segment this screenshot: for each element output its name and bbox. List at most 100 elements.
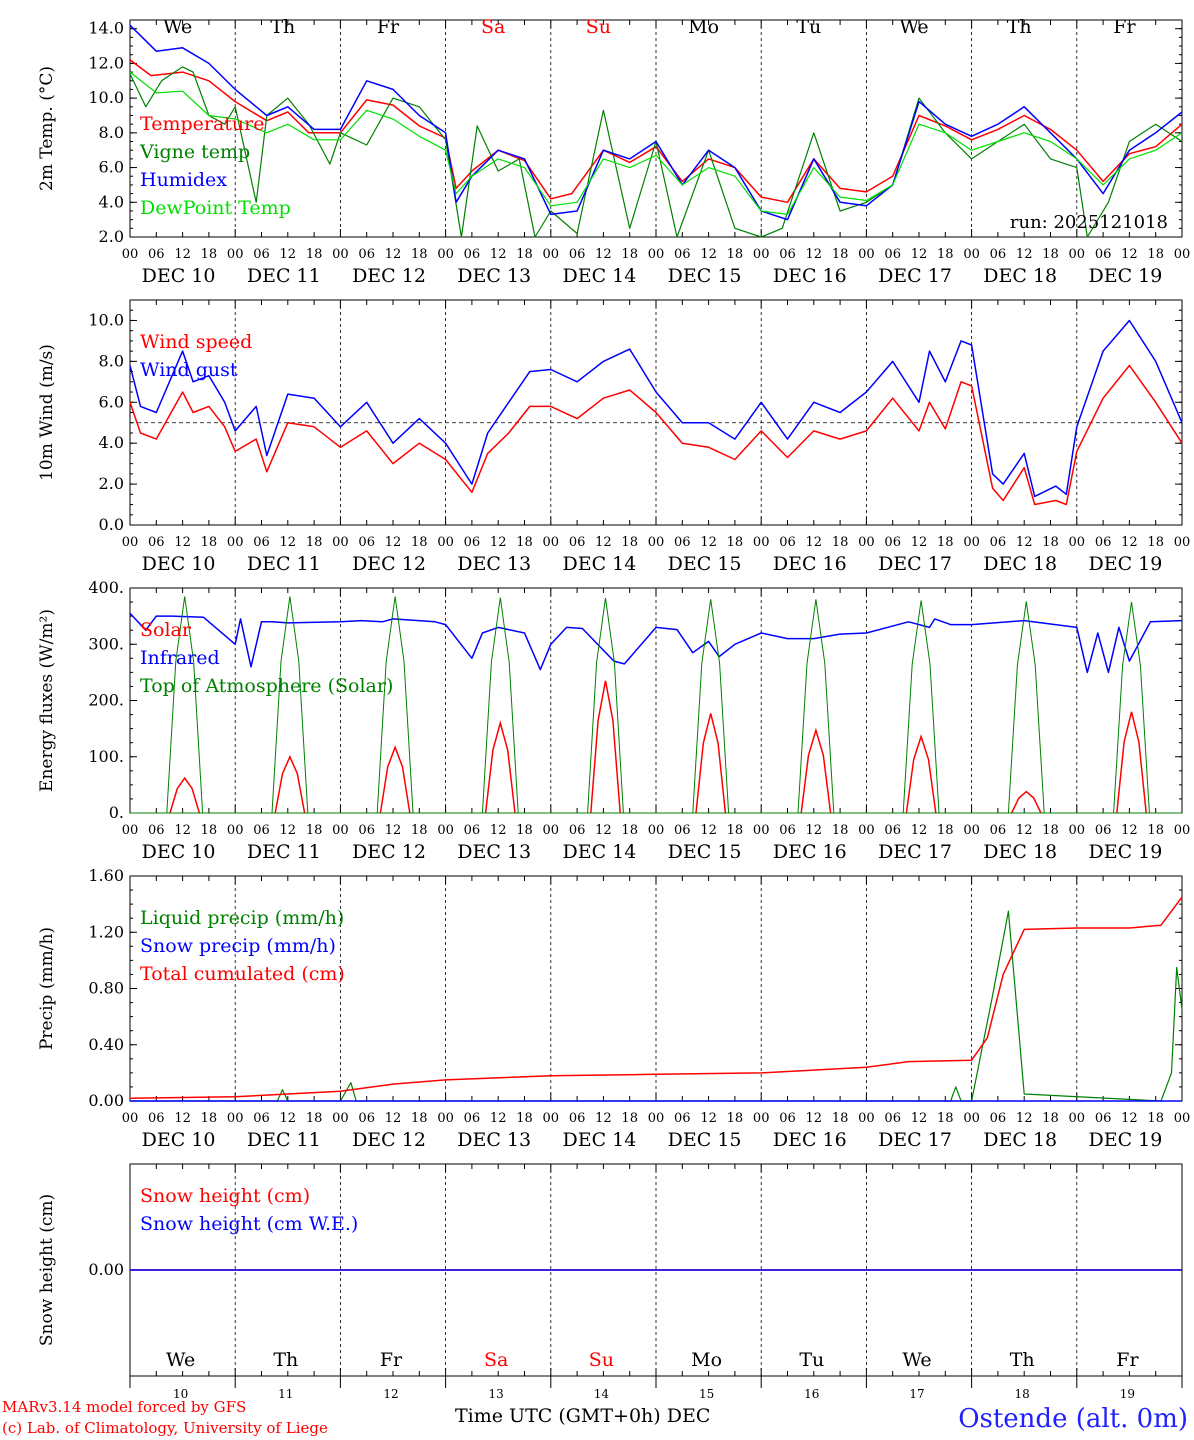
series-solar-peak xyxy=(169,776,201,814)
panel-1: 2.0 4.0 6.0 8.0 10.0 12.0 14.0 2m Temp. (°C) Tem… xyxy=(37,19,1190,287)
hour-tick-label: 12 xyxy=(385,823,402,838)
y-tick-label: 4.0 xyxy=(99,192,124,211)
hour-tick-label: 18 xyxy=(516,1111,533,1126)
y-tick-label: 0.80 xyxy=(88,979,124,998)
series-temperature xyxy=(129,59,1183,204)
hour-tick-label: 06 xyxy=(148,823,165,838)
day-label: DEC 10 xyxy=(142,841,216,863)
y-tick-label: 0. xyxy=(109,803,124,822)
hour-tick-label: 00 xyxy=(1174,535,1191,550)
hour-tick-label: 18 xyxy=(516,535,533,550)
hour-tick-label: 06 xyxy=(674,1111,691,1126)
bottom-day-number: 19 xyxy=(1120,1387,1135,1401)
hour-tick-label: 06 xyxy=(148,535,165,550)
hour-tick-label: 06 xyxy=(253,247,270,262)
bottom-day-number: 13 xyxy=(489,1387,504,1401)
series-top-of-atmosphere-solar--peak xyxy=(692,599,730,814)
series-total-cumulated-cm- xyxy=(129,896,1183,1099)
hour-tick-label: 12 xyxy=(280,247,297,262)
day-label: DEC 15 xyxy=(668,1129,742,1151)
bottom-day-number: 18 xyxy=(1015,1387,1030,1401)
weekday-label-top: Tu xyxy=(796,16,821,38)
hour-tick-label: 12 xyxy=(911,1111,928,1126)
day-label: DEC 18 xyxy=(983,265,1057,287)
y-tick-label: 10.0 xyxy=(88,88,124,107)
hour-tick-label: 06 xyxy=(253,1111,270,1126)
hour-tick-label: 18 xyxy=(1042,247,1059,262)
hour-tick-label: 06 xyxy=(569,247,586,262)
hour-tick-label: 18 xyxy=(621,823,638,838)
hour-tick-label: 00 xyxy=(332,247,349,262)
hour-tick-label: 18 xyxy=(411,535,428,550)
hour-tick-label: 00 xyxy=(1174,823,1191,838)
hour-tick-label: 06 xyxy=(1095,247,1112,262)
series-solar-peak xyxy=(379,745,411,814)
hour-tick-label: 00 xyxy=(227,247,244,262)
hour-tick-label: 12 xyxy=(806,1111,823,1126)
weekday-label-bottom: Fr xyxy=(380,1349,403,1371)
hour-tick-label: 18 xyxy=(832,535,849,550)
hour-tick-label: 12 xyxy=(1121,1111,1138,1126)
series-humidex xyxy=(129,24,1183,221)
weekday-label-top: Fr xyxy=(377,16,400,38)
hour-tick-label: 12 xyxy=(700,1111,717,1126)
hour-tick-label: 12 xyxy=(385,1111,402,1126)
bottom-day-number: 14 xyxy=(594,1387,610,1401)
hour-tick-label: 12 xyxy=(806,247,823,262)
day-label: DEC 14 xyxy=(562,1129,636,1151)
y-tick-label: 0.40 xyxy=(88,1035,124,1054)
day-label: DEC 16 xyxy=(773,1129,847,1151)
hour-tick-label: 12 xyxy=(280,535,297,550)
hour-tick-label: 00 xyxy=(648,247,665,262)
hour-tick-label: 00 xyxy=(753,535,770,550)
panel-5: 0.00 Snow height (cm) Snow height (cm) Snow… xyxy=(37,1163,1183,1377)
hour-tick-label: 06 xyxy=(779,247,796,262)
hour-tick-label: 12 xyxy=(385,535,402,550)
y-tick-label: 0.0 xyxy=(99,515,124,534)
hour-tick-label: 00 xyxy=(753,1111,770,1126)
series-top-of-atmosphere-solar--peak xyxy=(902,600,940,814)
series-solar-peak xyxy=(274,754,306,814)
weekday-label-bottom: We xyxy=(166,1349,195,1371)
legend-item: Infrared xyxy=(140,647,220,669)
hour-tick-label: 00 xyxy=(963,1111,980,1126)
day-label: DEC 19 xyxy=(1088,553,1162,575)
hour-tick-label: 00 xyxy=(227,823,244,838)
legend-item: Vigne temp xyxy=(139,141,250,163)
hour-tick-label: 12 xyxy=(1016,1111,1033,1126)
day-label: DEC 17 xyxy=(878,553,952,575)
hour-tick-label: 12 xyxy=(806,823,823,838)
hour-tick-label: 00 xyxy=(122,823,139,838)
hour-tick-label: 12 xyxy=(806,535,823,550)
series-solar-peak xyxy=(1116,711,1147,814)
y-tick-label: 100. xyxy=(88,747,124,766)
hour-tick-label: 12 xyxy=(1121,247,1138,262)
hour-tick-label: 12 xyxy=(490,1111,507,1126)
y-tick-label: 0.00 xyxy=(88,1260,124,1279)
hour-tick-label: 00 xyxy=(648,1111,665,1126)
hour-tick-label: 12 xyxy=(1121,823,1138,838)
y-tick-label: 200. xyxy=(88,691,124,710)
weekday-label-top: Th xyxy=(1007,16,1032,38)
hour-tick-label: 18 xyxy=(1147,535,1164,550)
y-tick-label: 8.0 xyxy=(99,351,124,370)
hour-tick-label: 00 xyxy=(963,535,980,550)
hour-tick-label: 00 xyxy=(543,247,560,262)
hour-tick-label: 12 xyxy=(700,247,717,262)
hour-tick-label: 12 xyxy=(911,247,928,262)
hour-tick-label: 00 xyxy=(122,1111,139,1126)
hour-tick-label: 06 xyxy=(990,535,1007,550)
day-label: DEC 19 xyxy=(1088,841,1162,863)
hour-tick-label: 18 xyxy=(411,247,428,262)
hour-tick-label: 06 xyxy=(674,535,691,550)
hour-tick-label: 06 xyxy=(464,823,481,838)
weekday-label-bottom: Th xyxy=(1010,1349,1035,1371)
hour-tick-label: 12 xyxy=(595,1111,612,1126)
hour-tick-label: 18 xyxy=(306,1111,323,1126)
hour-tick-label: 18 xyxy=(727,823,744,838)
day-label: DEC 13 xyxy=(457,553,531,575)
series-top-of-atmosphere-solar--peak xyxy=(1113,602,1150,814)
weekday-label-bottom: Tu xyxy=(799,1349,824,1371)
day-label: DEC 13 xyxy=(457,1129,531,1151)
series-top-of-atmosphere-solar--peak xyxy=(271,596,309,814)
